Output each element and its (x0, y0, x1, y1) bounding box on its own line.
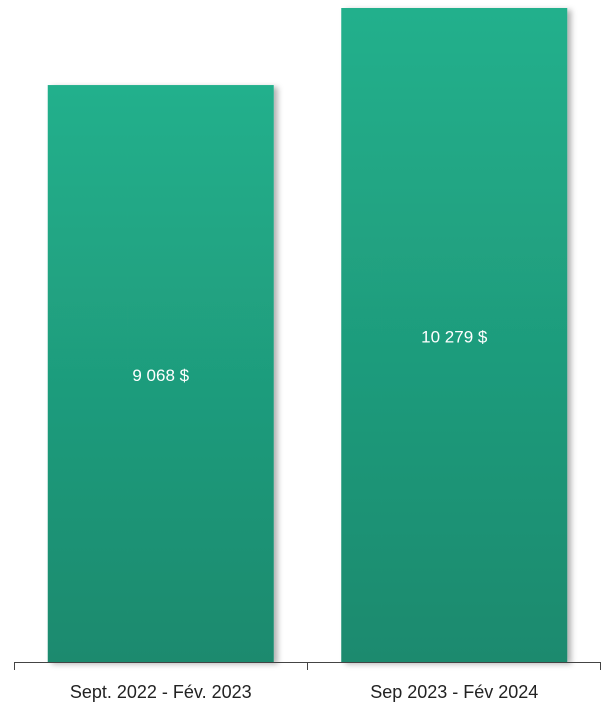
bar (341, 8, 568, 662)
x-tick-label: Sept. 2022 - Fév. 2023 (70, 682, 252, 702)
x-tick-label: Sep 2023 - Fév 2024 (370, 682, 538, 702)
bars (47, 8, 568, 663)
data-label: 9 068 $ (132, 366, 189, 385)
bar (47, 85, 274, 663)
data-label: 10 279 $ (421, 327, 488, 346)
